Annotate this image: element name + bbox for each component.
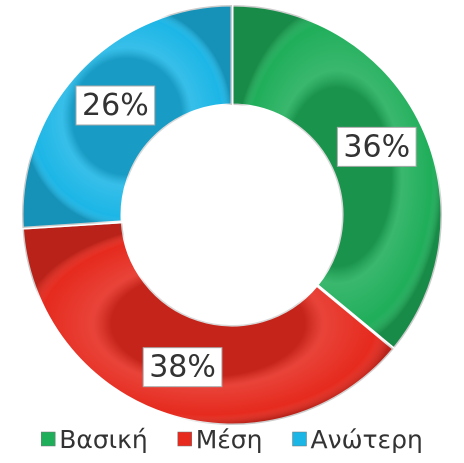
legend-label: Βασική [59, 425, 148, 454]
data-label: 36% [343, 129, 410, 164]
legend-swatch [292, 431, 307, 447]
data-label-group: 26% [75, 85, 156, 126]
donut-slice [230, 3, 444, 351]
data-label: 38% [149, 350, 216, 385]
data-label-box [142, 347, 223, 388]
legend-swatch [40, 431, 56, 447]
data-label-box [75, 85, 156, 126]
data-label-group: 36% [336, 126, 417, 167]
legend-label: Ανώτερη [311, 425, 423, 454]
data-label-box [336, 126, 417, 167]
data-label-group: 38% [142, 347, 223, 388]
legend-label: Μέση [196, 425, 263, 454]
legend-item: Βασική [40, 425, 148, 454]
legend-swatch [177, 431, 192, 447]
data-label: 26% [82, 88, 149, 123]
legend-item: Μέση [177, 425, 263, 454]
legend-item: Ανώτερη [292, 425, 423, 454]
